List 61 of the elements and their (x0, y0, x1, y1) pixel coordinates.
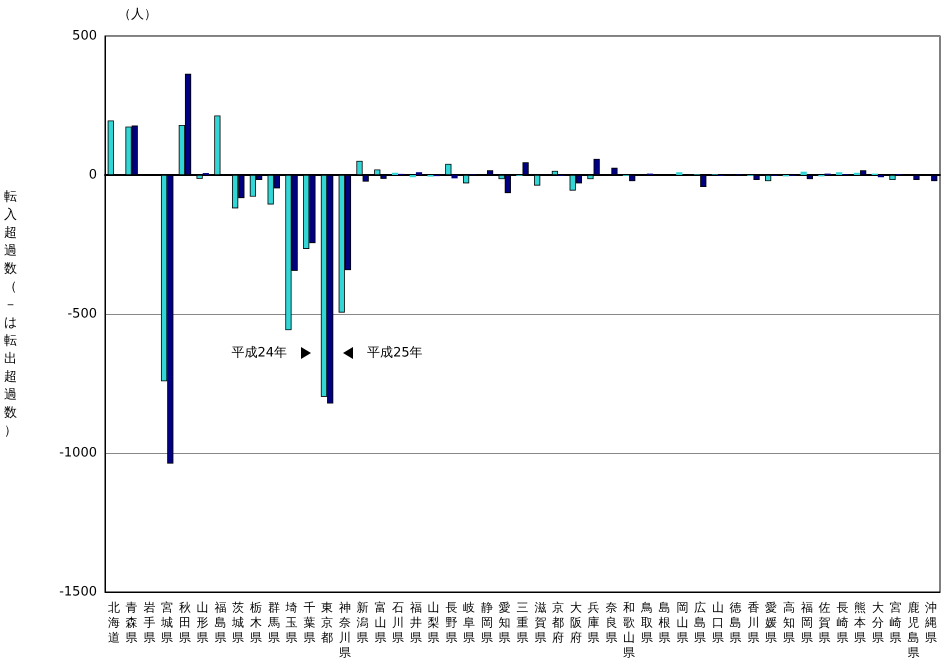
x-tick-label: 沖縄県 (924, 600, 938, 644)
x-tick-label: 福井県 (410, 600, 422, 644)
y-tick-label: -500 (67, 306, 97, 322)
x-tick-label: 東京都 (321, 600, 334, 644)
x-tick-label: 大分県 (872, 600, 884, 644)
series-label: 平成24年 (232, 345, 288, 360)
x-tick-label: 長崎県 (836, 600, 848, 644)
text: （人） (118, 7, 157, 22)
x-tick-label: 栃木県 (250, 600, 262, 644)
x-tick-label: 愛媛県 (765, 600, 778, 644)
x-tick-label: 京都府 (552, 600, 564, 644)
bar (800, 172, 807, 175)
x-tick-label: 富山県 (374, 600, 386, 644)
x-tick-label: 佐賀県 (818, 600, 831, 644)
x-tick-label: 鹿児島県 (907, 600, 920, 660)
x-tick-label: 鳥取県 (640, 600, 653, 644)
x-tick-label: 大阪府 (570, 600, 582, 644)
bar (836, 172, 842, 175)
text: 転入超過数（－は転出超過数） (4, 190, 17, 438)
x-tick-label: 茨城県 (231, 600, 244, 644)
x-tick-label: 静岡県 (480, 600, 493, 644)
x-tick-label: 広島県 (694, 600, 706, 644)
x-tick-label: 滋賀県 (534, 600, 546, 644)
x-tick-label: 岩手県 (143, 600, 156, 644)
x-tick-label: 青森県 (126, 600, 138, 644)
x-tick-label: 山口県 (712, 600, 724, 644)
x-tick-label: 群馬県 (266, 600, 280, 644)
x-tick-label: 兵庫県 (588, 600, 600, 644)
bar (451, 175, 458, 178)
x-tick-label: 秋田県 (178, 600, 191, 644)
x-tick-label: 新潟県 (356, 600, 369, 644)
y-tick-label: 500 (72, 28, 97, 44)
x-tick-label: 山形県 (196, 600, 209, 644)
y-tick-label: -1500 (59, 584, 97, 600)
x-tick-label: 三重県 (516, 600, 528, 644)
x-tick-label: 愛知県 (498, 600, 511, 644)
x-tick-label: 和歌山県 (623, 600, 636, 660)
x-tick-label: 福岡県 (800, 600, 813, 644)
x-tick-label: 石川県 (392, 600, 404, 644)
text: 平成25年 (367, 345, 423, 360)
bar (416, 172, 422, 175)
x-tick-label: 徳島県 (730, 600, 742, 644)
x-tick-label: 北海道 (108, 600, 120, 644)
x-tick-label: 宮城県 (160, 600, 174, 644)
x-tick-label: 奈良県 (605, 600, 618, 644)
x-tick-label: 長野県 (445, 600, 458, 644)
x-tick-label: 岡山県 (676, 600, 688, 644)
x-tick-label: 岐阜県 (463, 600, 476, 644)
x-tick-label: 高知県 (782, 600, 795, 644)
bar (676, 172, 682, 175)
x-tick-label: 山梨県 (428, 600, 440, 644)
y-tick-label: -1000 (59, 446, 97, 460)
x-tick-label: 神奈川県 (338, 600, 351, 660)
x-tick-label: 島根県 (658, 600, 671, 644)
x-tick-label: 埼玉県 (284, 600, 298, 644)
x-tick-label: 香川県 (747, 600, 760, 644)
x-tick-label: 宮崎県 (890, 600, 902, 644)
x-tick-label: 福島県 (214, 600, 226, 644)
y-tick-label: 0 (88, 168, 97, 182)
x-tick-label: 熊本県 (854, 600, 866, 644)
x-tick-label: 千葉県 (303, 600, 316, 644)
